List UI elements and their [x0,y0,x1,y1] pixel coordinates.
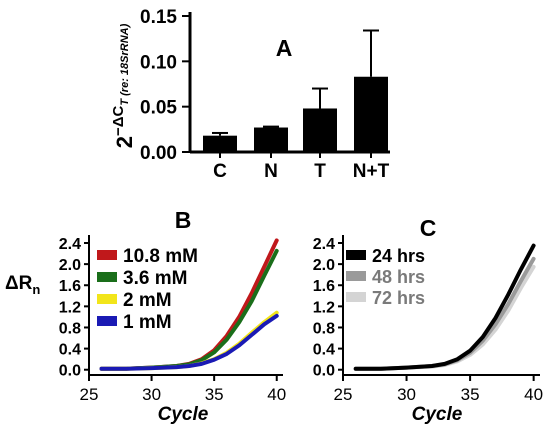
panel-b-x-tick-label: 40 [267,385,286,404]
panel-a-ylabel-base: 2 [112,136,137,148]
panel-c-series-line-24-hrs [353,243,536,371]
panel-b-y-tick-label: 2.0 [59,257,81,274]
panel-a-bar-N+T [354,76,388,152]
panel-c-legend-swatch [346,250,366,260]
panel-b-ylabel-base: ΔR [5,273,33,294]
panel-a-y-axis-label: 2−ΔCT (re: 18SrRNA) [110,23,137,148]
panel-a-y-tick-label: 0.00 [140,143,177,164]
panel-b-legend-label: 2 mM [123,290,172,311]
panel-a-ylabel-subscript: T (re: 18SrRNA) [119,23,131,105]
panel-c-x-tick-label: 25 [334,385,353,404]
panel-b-ylabel-subscript: n [32,282,40,297]
panel-c-y-tick-label: 2.0 [313,257,335,274]
panel-b-legend-swatch [97,316,117,326]
panel-b-y-tick-label: 0.0 [59,363,81,380]
panel-b-y-axis-label: ΔRn [5,273,40,297]
panel-c-line-chart: C 0.0 0.4 0.8 1.2 1.6 2.0 2.4 25 30 35 40 24 hrs4… [313,215,543,425]
panel-a-bar-C [203,135,237,152]
panel-c-x-tick-label: 30 [397,385,416,404]
panel-b-x-tick-label: 25 [80,385,99,404]
panel-c-legend-label: 48 hrs [372,267,425,287]
panel-a-x-tick-label: T [314,161,326,182]
panel-c-x-tick-label: 35 [461,385,480,404]
panel-b-x-tick-label: 35 [205,385,224,404]
panel-b-legend-swatch [97,272,117,282]
panel-c-title: C [420,215,437,241]
panel-a-bar-chart: 0.00 0.05 0.10 0.15 C N T N+T A 2−ΔCT (re: 18S… [110,7,390,182]
panel-a-bar-T [303,108,337,152]
panel-b-legend-label: 10.8 mM [123,246,198,267]
panel-b-y-tick-label: 1.2 [59,299,81,316]
panel-b-legend-label: 1 mM [123,312,172,333]
panel-a-title: A [276,35,293,61]
panel-b-legend-swatch [97,294,117,304]
panel-c-y-tick-label: 1.2 [313,299,335,316]
panel-b-y-tick-label: 1.6 [59,278,81,295]
panel-c-y-tick-label: 1.6 [313,278,335,295]
panel-c-legend-swatch [346,271,366,281]
panel-b-y-tick-label: 2.4 [59,236,81,253]
panel-a-x-tick-label: N [264,161,278,182]
panel-a-ylabel-exponent: −ΔC [110,105,127,136]
panel-a-y-tick-label: 0.05 [140,98,177,119]
panel-b-x-tick-label: 30 [142,385,161,404]
panel-c-y-tick-label: 0.4 [313,342,335,359]
panel-b-y-tick-label: 0.4 [59,342,81,359]
panel-a-x-tick-label: N+T [353,161,390,182]
panel-c-legend-label: 24 hrs [372,246,425,266]
panel-a-bar-N [254,127,288,152]
panel-c-x-tick-label: 40 [524,385,543,404]
panel-a-y-tick-label: 0.15 [140,7,177,28]
panel-b-line-chart: B 0.0 0.4 0.8 1.2 1.6 2.0 2.4 25 30 35 40 10.8 mM… [5,207,286,425]
panel-c-legend-label: 72 hrs [372,288,425,308]
svg-text:2−ΔCT (re: 18SrRNA): 2−ΔCT (re: 18SrRNA) [110,23,137,148]
panel-b-legend-label: 3.6 mM [123,268,187,289]
panel-c-y-tick-label: 0.0 [313,363,335,380]
panel-b-y-tick-label: 0.8 [59,320,81,337]
panel-b-x-axis-label: Cycle [158,404,209,425]
panel-b-series-line-1-mm [99,313,279,371]
panel-c-y-tick-label: 0.8 [313,320,335,337]
panel-c-y-tick-label: 2.4 [313,236,335,253]
panel-b-legend-swatch [97,250,117,260]
panel-c-legend-swatch [346,292,366,302]
panel-c-x-axis-label: Cycle [412,404,463,425]
panel-a-x-tick-label: C [213,161,227,182]
panel-b-title: B [175,207,192,233]
panel-a-y-tick-label: 0.10 [140,52,177,73]
